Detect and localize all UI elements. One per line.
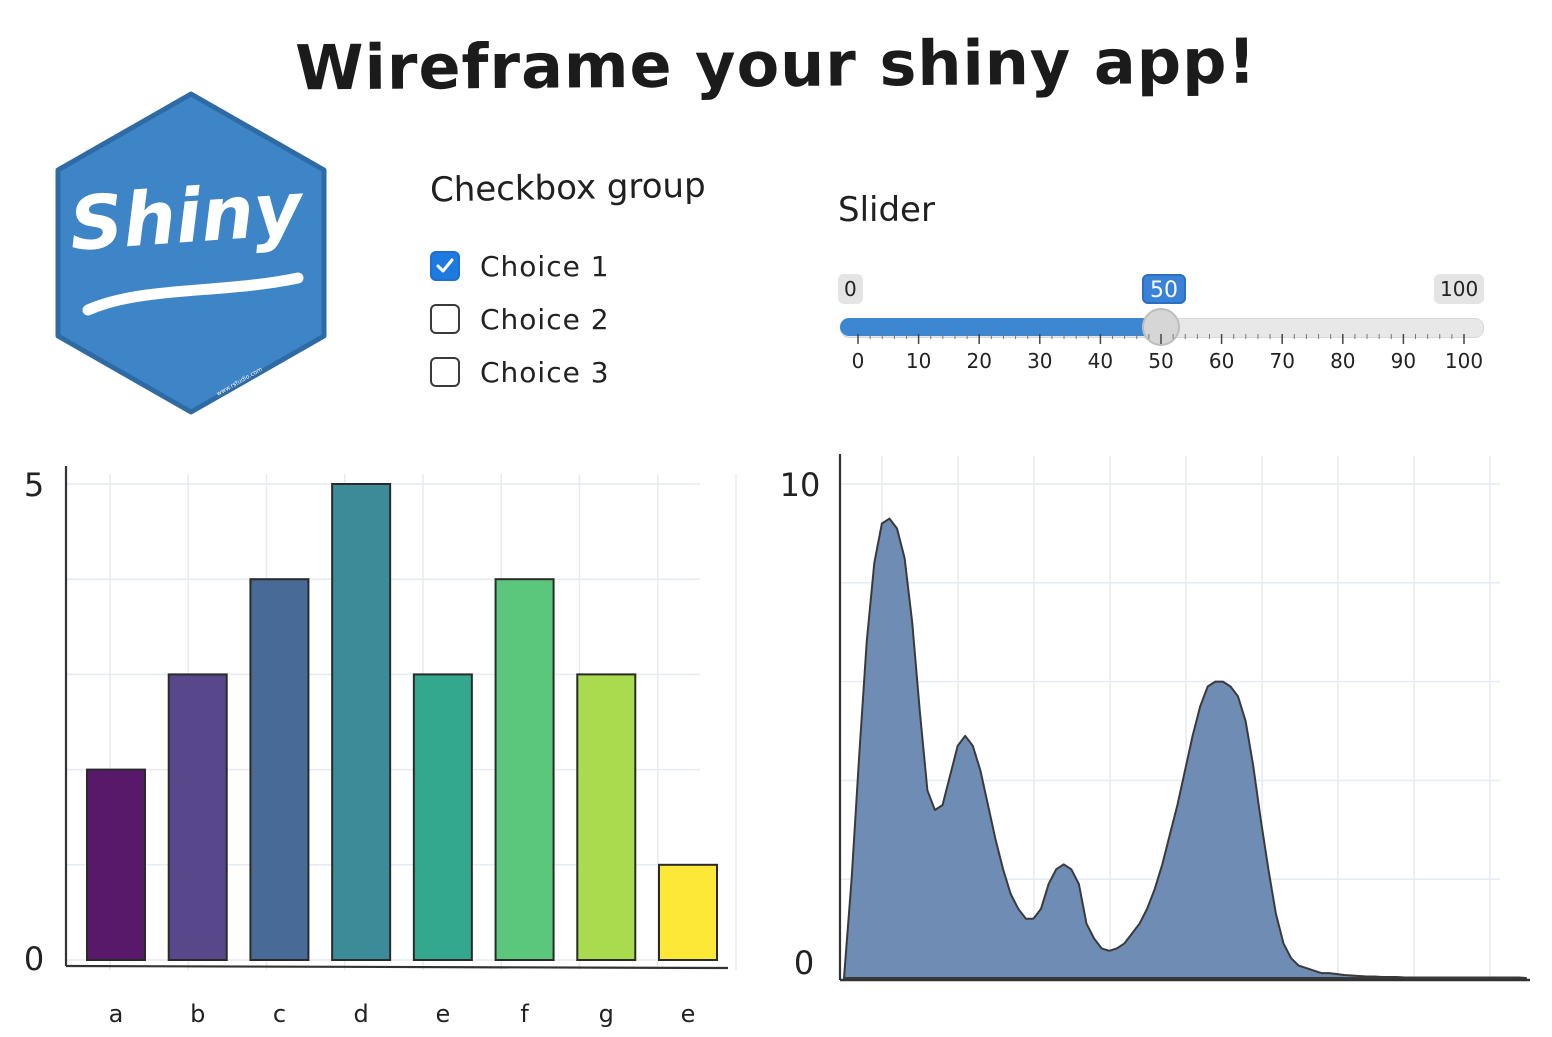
slider-tick-label: 80 bbox=[1330, 349, 1355, 373]
slider-fill bbox=[840, 318, 1161, 336]
slider-tick-label: 40 bbox=[1088, 349, 1113, 373]
slider-value-label: 50 bbox=[1142, 274, 1186, 304]
bar-3 bbox=[249, 578, 310, 961]
x-tick-label: f bbox=[520, 1000, 529, 1028]
area-series bbox=[843, 517, 1527, 979]
check-icon bbox=[436, 258, 454, 273]
logo-text: Shiny bbox=[67, 166, 307, 268]
bar-8 bbox=[658, 863, 718, 961]
x-tick-label: e bbox=[435, 1000, 450, 1028]
slider-tick-label: 100 bbox=[1445, 349, 1483, 373]
checkbox-group: Checkbox group Choice 1 Choice 2 Choice … bbox=[430, 160, 770, 400]
x-tick-label: c bbox=[273, 1000, 286, 1028]
slider: Slider 0 50 100 0 10 20 30 40 50 60 70 80 90 100 bbox=[838, 190, 1498, 390]
slider-tick-label: 70 bbox=[1269, 349, 1294, 373]
bar-6 bbox=[494, 578, 555, 961]
bar-1 bbox=[86, 768, 146, 961]
bar-7 bbox=[576, 673, 637, 961]
slider-tick-label: 0 bbox=[852, 349, 865, 373]
checkbox-3[interactable] bbox=[430, 357, 460, 387]
shiny-logo: Shiny www.rstudio.com bbox=[55, 91, 327, 415]
checkbox-choice-3[interactable]: Choice 3 bbox=[430, 354, 610, 390]
x-tick-label: g bbox=[599, 1000, 614, 1028]
slider-tick-label: 50 bbox=[1148, 349, 1173, 373]
checkbox-label-1: Choice 1 bbox=[480, 249, 610, 283]
bar-4 bbox=[331, 483, 392, 961]
bar-chart: a b c d e f g e 0 5 bbox=[24, 466, 737, 1028]
slider-max-label: 100 bbox=[1434, 274, 1485, 304]
slider-tick-label: 20 bbox=[966, 349, 991, 373]
slider-tick-label: 60 bbox=[1209, 349, 1234, 373]
x-tick-label: d bbox=[354, 1000, 369, 1028]
x-axis bbox=[65, 964, 729, 970]
y-tick-label-min: 0 bbox=[794, 944, 814, 982]
checkbox-choice-2[interactable]: Choice 2 bbox=[430, 301, 610, 337]
y-tick-label-max: 10 bbox=[780, 466, 821, 504]
slider-min-label: 0 bbox=[838, 274, 863, 304]
checkbox-2[interactable] bbox=[430, 304, 460, 334]
bar-2 bbox=[167, 673, 228, 961]
area-chart: 0 10 bbox=[780, 454, 1530, 982]
x-tick-label: e bbox=[681, 1000, 696, 1028]
y-tick-label-max: 5 bbox=[24, 466, 44, 504]
slider-tick-label: 30 bbox=[1027, 349, 1052, 373]
slider-tick-label: 10 bbox=[906, 349, 931, 373]
x-tick-label: a bbox=[109, 1000, 124, 1028]
checkbox-choice-1[interactable]: Choice 1 bbox=[430, 248, 610, 284]
slider-label: Slider bbox=[838, 190, 935, 230]
slider-tick-label: 90 bbox=[1391, 349, 1416, 373]
x-tick-label: b bbox=[190, 1000, 205, 1028]
bar-5 bbox=[412, 673, 473, 961]
y-tick-label-min: 0 bbox=[24, 940, 44, 978]
checkbox-label-2: Choice 2 bbox=[480, 302, 610, 336]
checkbox-1[interactable] bbox=[430, 251, 460, 281]
checkbox-group-label: Checkbox group bbox=[429, 165, 706, 211]
slider-ticks: 0 10 20 30 40 50 60 70 80 90 100 bbox=[852, 334, 1483, 373]
checkbox-label-3: Choice 3 bbox=[480, 355, 610, 389]
